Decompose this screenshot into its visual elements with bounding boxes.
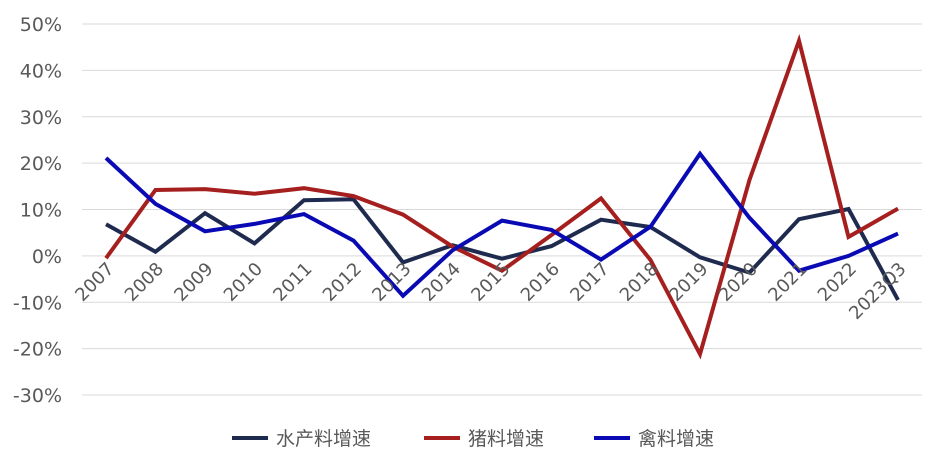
y-tick-label: -30% — [13, 385, 62, 407]
y-tick-label: 20% — [20, 153, 62, 175]
x-tick-label: 2009 — [170, 259, 217, 306]
y-tick-label: 40% — [20, 60, 62, 82]
x-tick-label: 2018 — [616, 259, 663, 306]
x-tick-label: 2010 — [220, 259, 267, 306]
legend-label-1: 猪料增速 — [468, 428, 544, 450]
series-lines — [104, 33, 900, 360]
y-axis-ticks: 50% 40% 30% 20% 10% 0% -10% -20% -30% — [13, 14, 62, 407]
y-tick-label: 30% — [20, 107, 62, 129]
series-line-1 — [104, 33, 899, 360]
x-tick-label: 2017 — [566, 259, 613, 306]
y-tick-label: 0% — [32, 246, 62, 268]
x-tick-label: 2007 — [71, 259, 118, 306]
y-tick-label: 50% — [20, 14, 62, 36]
x-tick-label: 2008 — [121, 259, 168, 306]
x-tick-label: 2014 — [418, 259, 465, 306]
x-tick-label: 2016 — [517, 259, 564, 306]
legend-label-0: 水产料增速 — [276, 428, 371, 450]
y-tick-label: -20% — [13, 339, 62, 361]
series-line-0 — [105, 197, 900, 301]
x-tick-label: 2011 — [269, 259, 316, 306]
series-line-2 — [104, 150, 899, 299]
legend: 水产料增速 猪料增速 禽料增速 — [232, 428, 714, 450]
x-tick-label: 2019 — [665, 259, 712, 306]
gridlines — [82, 23, 922, 396]
y-tick-label: -10% — [13, 292, 62, 314]
legend-label-2: 禽料增速 — [638, 428, 714, 450]
y-tick-label: 10% — [20, 200, 62, 222]
x-axis-ticks: 2007 2008 2009 2010 2011 2012 2013 2014 2015 2016… — [71, 259, 910, 324]
x-tick-label: 2021 — [764, 259, 811, 306]
x-tick-label: 2012 — [319, 259, 366, 306]
